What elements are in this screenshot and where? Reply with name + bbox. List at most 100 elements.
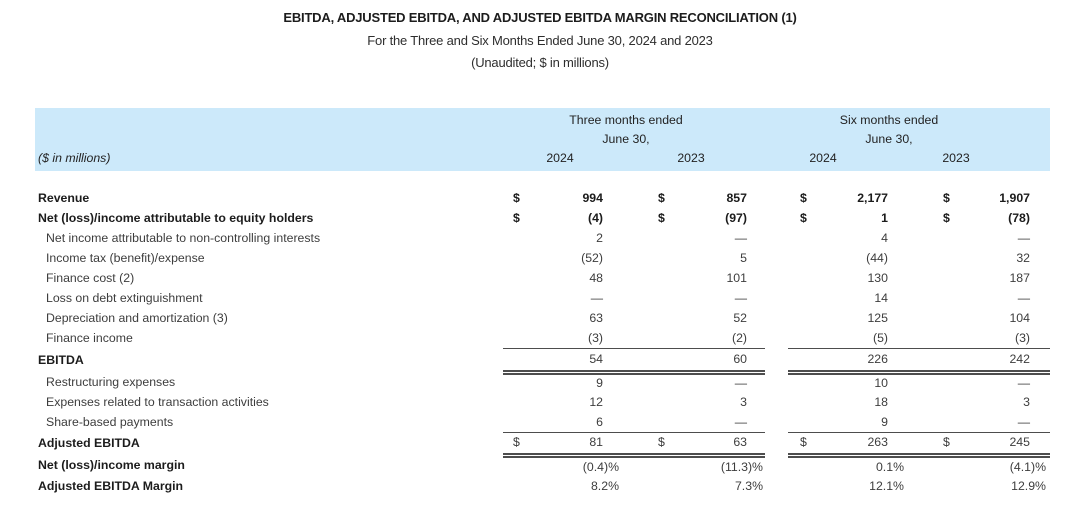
dollar-sign bbox=[503, 268, 527, 288]
dollar-sign bbox=[503, 455, 527, 476]
cell-value: 81 bbox=[527, 432, 603, 458]
year-header: 2024 bbox=[546, 151, 574, 165]
table-row: Depreciation and amortization (3) 63 52 … bbox=[35, 308, 1050, 328]
dollar-sign bbox=[503, 248, 527, 268]
dollar-sign bbox=[503, 228, 527, 248]
gap-cell bbox=[765, 248, 788, 268]
gap-cell bbox=[1030, 208, 1050, 228]
gap-cell bbox=[1030, 392, 1050, 412]
gap-cell bbox=[1030, 188, 1050, 208]
dollar-sign bbox=[788, 308, 812, 328]
row-label: Share-based payments bbox=[46, 414, 174, 429]
gap-cell bbox=[1030, 248, 1050, 268]
dollar-sign: $ bbox=[943, 210, 950, 225]
row-label: Revenue bbox=[38, 190, 90, 205]
cell-value: 226 bbox=[812, 348, 888, 375]
cell-value: 187 bbox=[1009, 270, 1030, 285]
dollar-sign bbox=[788, 328, 812, 349]
page-subtitle-unaudited: (Unaudited; $ in millions) bbox=[471, 55, 609, 70]
gap-cell bbox=[765, 372, 788, 392]
gap-cell bbox=[603, 288, 658, 308]
gap-cell bbox=[603, 188, 658, 208]
table-header-band: ($ in millions) Three months ended June … bbox=[35, 108, 1050, 171]
title-block: EBITDA, ADJUSTED EBITDA, AND ADJUSTED EB… bbox=[0, 10, 1080, 77]
cell-value: (5) bbox=[812, 328, 888, 349]
row-label: Net (loss)/income margin bbox=[38, 458, 185, 473]
gap-cell bbox=[888, 208, 943, 228]
gap-cell bbox=[603, 328, 658, 349]
dollar-sign bbox=[658, 228, 676, 248]
column-group-six-months-date: June 30, bbox=[865, 132, 913, 146]
dollar-sign bbox=[658, 328, 676, 349]
gap-cell bbox=[1030, 432, 1050, 458]
column-group-three-months: Three months ended bbox=[569, 113, 683, 127]
dollar-sign: $ bbox=[513, 190, 520, 205]
cell-value: (0.4)% bbox=[527, 455, 619, 476]
dollar-sign bbox=[503, 288, 527, 308]
cell-value: 63 bbox=[589, 310, 603, 325]
dollar-sign: $ bbox=[513, 210, 520, 225]
gap-cell bbox=[747, 248, 765, 268]
dollar-sign: $ bbox=[658, 190, 665, 205]
dollar-sign bbox=[658, 476, 676, 497]
gap-cell bbox=[888, 432, 943, 458]
cell-value: 101 bbox=[726, 270, 747, 285]
row-label: Adjusted EBITDA Margin bbox=[38, 479, 184, 494]
cell-value: 52 bbox=[733, 310, 747, 325]
gap-cell bbox=[888, 328, 943, 349]
gap-cell bbox=[765, 412, 788, 432]
cell-value: (97) bbox=[725, 210, 747, 225]
table-row: Net income attributable to non-controlli… bbox=[35, 228, 1050, 248]
dollar-sign bbox=[943, 228, 961, 248]
cell-value: (52) bbox=[581, 250, 603, 265]
cell-value: 263 bbox=[812, 432, 888, 458]
cell-value: 1,907 bbox=[999, 190, 1030, 205]
percent-value: (11.3)% bbox=[720, 459, 763, 474]
cell-value: 857 bbox=[726, 190, 747, 205]
dollar-sign bbox=[658, 268, 676, 288]
cell-value: 7.3% bbox=[676, 476, 763, 497]
gap-cell bbox=[603, 228, 658, 248]
cell-value: 130 bbox=[867, 270, 888, 285]
cell-value: — bbox=[1017, 290, 1030, 305]
gap-cell bbox=[747, 328, 765, 349]
dollar-sign: $ bbox=[943, 190, 950, 205]
gap-cell bbox=[747, 308, 765, 328]
gap-cell bbox=[765, 348, 788, 372]
gap-cell bbox=[765, 392, 788, 412]
cell-value: (4.1)% bbox=[961, 455, 1046, 476]
cell-value: — bbox=[961, 412, 1030, 433]
dollar-sign bbox=[943, 248, 961, 268]
cell-value: 18 bbox=[874, 394, 888, 409]
gap-cell bbox=[603, 208, 658, 228]
percent-value: (0.4)% bbox=[582, 459, 619, 474]
dollar-sign bbox=[658, 288, 676, 308]
row-label: Income tax (benefit)/expense bbox=[46, 250, 205, 265]
gap-cell bbox=[765, 476, 788, 497]
gap-cell bbox=[888, 308, 943, 328]
table-row: Share-based payments 6 — 9 — bbox=[35, 412, 1050, 433]
table-row: Income tax (benefit)/expense (52) 5 (44)… bbox=[35, 248, 1050, 268]
cell-value: 10 bbox=[874, 376, 888, 391]
gap-cell bbox=[888, 248, 943, 268]
gap-cell bbox=[603, 372, 658, 392]
gap-cell bbox=[603, 432, 658, 458]
row-label: Expenses related to transaction activiti… bbox=[46, 394, 269, 409]
dollar-sign bbox=[943, 308, 961, 328]
table-row: Expenses related to transaction activiti… bbox=[35, 392, 1050, 412]
dollar-sign bbox=[788, 268, 812, 288]
cell-value: — bbox=[1017, 376, 1030, 391]
cell-value: 12.9% bbox=[961, 476, 1046, 497]
table-row: Adjusted EBITDA $ 81 $ 63 $ 263 $ 245 bbox=[35, 432, 1050, 458]
dollar-sign bbox=[503, 348, 527, 375]
dollar-sign bbox=[943, 348, 961, 375]
table-row: Revenue $ 994 $ 857 $ 2,177 $ 1,907 bbox=[35, 188, 1050, 208]
gap-cell bbox=[1030, 348, 1050, 375]
cell-value: (3) bbox=[961, 328, 1030, 349]
cell-value: 9 bbox=[812, 412, 888, 433]
cell-value: (78) bbox=[1008, 210, 1030, 225]
gap-cell bbox=[747, 392, 765, 412]
dollar-sign bbox=[943, 328, 961, 349]
dollar-sign bbox=[788, 348, 812, 375]
gap-cell bbox=[888, 268, 943, 288]
